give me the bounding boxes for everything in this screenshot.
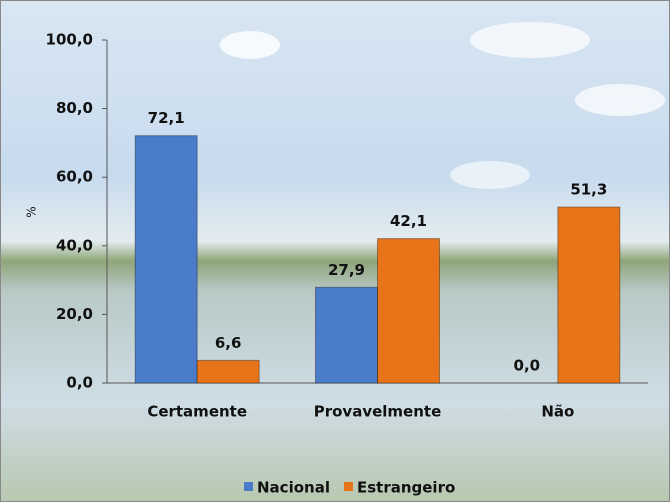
bar xyxy=(377,238,440,384)
bar xyxy=(134,135,198,384)
value-label: 0,0 xyxy=(514,357,541,375)
cloud xyxy=(470,22,590,58)
legend-label: Nacional xyxy=(257,479,330,497)
value-label: 6,6 xyxy=(215,334,242,352)
value-label: 27,9 xyxy=(328,261,365,279)
value-label: 51,3 xyxy=(570,181,607,199)
cloud xyxy=(220,31,280,59)
bar xyxy=(315,286,378,384)
y-tick-label: 20,0 xyxy=(56,305,93,323)
cloud xyxy=(575,84,665,116)
legend-swatch xyxy=(244,482,253,491)
y-tick-label: 80,0 xyxy=(56,99,93,117)
y-tick-label: 100,0 xyxy=(46,31,93,49)
x-tick-label: Não xyxy=(541,403,574,421)
x-tick-label: Provavelmente xyxy=(314,403,442,421)
cloud xyxy=(450,161,530,189)
legend-label: Estrangeiro xyxy=(357,479,455,497)
bar xyxy=(196,359,260,384)
y-tick-label: 60,0 xyxy=(56,168,93,186)
legend-swatch xyxy=(343,482,353,491)
value-label: 72,1 xyxy=(148,109,185,127)
x-tick-label: Certamente xyxy=(147,403,247,421)
y-tick-label: 0,0 xyxy=(66,374,93,392)
value-label: 42,1 xyxy=(390,212,427,230)
bar xyxy=(557,206,621,384)
y-axis-label: % xyxy=(25,206,39,217)
y-tick-label: 40,0 xyxy=(56,236,93,254)
